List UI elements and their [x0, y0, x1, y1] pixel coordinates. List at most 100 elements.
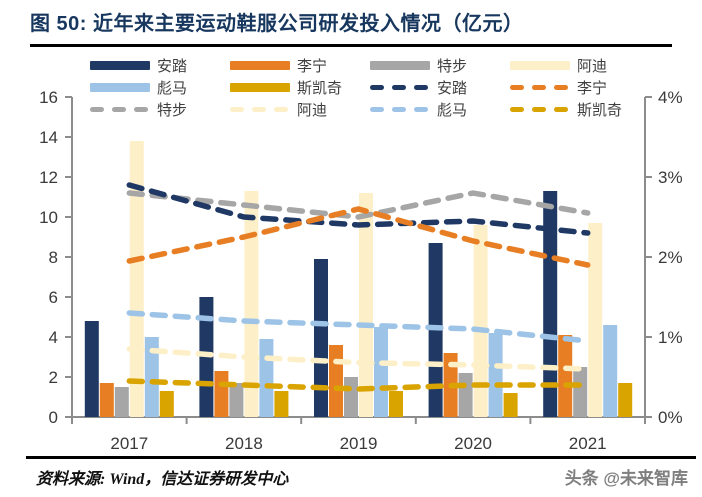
- right-axis-label: 4%: [658, 88, 683, 107]
- legend-dash-swatch-anta-line: [370, 85, 430, 90]
- legend-dash-swatch-adi-line: [230, 107, 290, 112]
- left-axis-label: 16: [39, 88, 58, 107]
- legend-label-anta: 安踏: [157, 58, 188, 75]
- legend-label-puma-line: 彪马: [437, 102, 468, 119]
- right-axis-label: 0%: [658, 408, 683, 427]
- dash-segment: [532, 107, 546, 112]
- bar-anta-2017: [84, 321, 99, 417]
- legend-label-xtep: 特步: [437, 58, 468, 75]
- bar-lining-2021: [558, 335, 573, 417]
- right-axis-label: 3%: [658, 168, 683, 187]
- footer-divider: [26, 456, 696, 459]
- legend-item-skechers: 斯凯奇: [230, 79, 362, 97]
- legend-label-adi: 阿迪: [577, 58, 608, 75]
- legend-item-xtep-line: 特步: [90, 101, 222, 119]
- bar-skechers-2017: [159, 391, 174, 417]
- legend-dash-swatch-xtep-line: [90, 107, 150, 112]
- bar-adi-2018: [244, 191, 259, 417]
- bar-puma-2019: [374, 327, 388, 417]
- legend-bar-swatch-xtep: [370, 61, 430, 70]
- watermark: 头条 @未来智库: [564, 469, 688, 488]
- bar-lining-2018: [214, 371, 229, 417]
- left-axis-label: 2: [49, 368, 58, 387]
- legend-bar-swatch-puma: [90, 83, 150, 92]
- x-axis-label-2021: 2021: [569, 434, 607, 453]
- dash-segment: [414, 107, 428, 112]
- dash-segment: [274, 107, 288, 112]
- bar-xtep-2021: [573, 367, 588, 417]
- bar-xtep-2018: [229, 383, 244, 417]
- left-axis-label: 14: [39, 128, 58, 147]
- left-axis-label: 6: [49, 288, 58, 307]
- legend-bar-swatch-adi: [510, 61, 570, 70]
- bar-puma-2017: [144, 337, 159, 417]
- bar-skechers-2020: [503, 393, 518, 417]
- legend-item-skechers-line: 斯凯奇: [510, 101, 642, 119]
- legend-item-puma-line: 彪马: [370, 101, 502, 119]
- legend-item-anta: 安踏: [90, 57, 222, 75]
- figure-title: 图 50: 近年来主要运动鞋服公司研发投入情况（亿元）: [30, 13, 524, 35]
- bar-skechers-2018: [274, 391, 289, 417]
- bar-skechers-2021: [618, 383, 633, 417]
- bar-puma-2020: [488, 333, 503, 417]
- bar-anta-2019: [314, 259, 328, 417]
- legend-dash-swatch-skechers-line: [510, 107, 570, 112]
- line-adi-line: [126, 346, 591, 372]
- legend-bar-swatch-anta: [90, 61, 150, 70]
- source-note: 资料来源: Wind，信达证券研发中心: [36, 471, 289, 488]
- chart-legend: 安踏 李宁 特步 阿迪 彪马 斯凯奇 安踏 李宁 特步 阿迪 彪马 斯凯奇: [90, 57, 642, 119]
- legend-label-skechers-line: 斯凯奇: [577, 102, 623, 119]
- dash-segment: [252, 107, 266, 112]
- legend-label-adi-line: 阿迪: [297, 102, 328, 119]
- legend-item-puma: 彪马: [90, 79, 222, 97]
- dash-segment: [90, 107, 104, 112]
- legend-item-adi: 阿迪: [510, 57, 642, 75]
- x-axis-label-2017: 2017: [110, 434, 148, 453]
- legend-bar-swatch-skechers: [230, 83, 290, 92]
- dash-segment: [370, 107, 384, 112]
- bar-puma-2018: [259, 339, 274, 417]
- legend-item-xtep: 特步: [370, 57, 502, 75]
- dash-segment: [554, 85, 568, 90]
- left-axis-label: 0: [49, 408, 58, 427]
- legend-dash-swatch-lining-line: [510, 85, 570, 90]
- left-axis-label: 12: [39, 168, 58, 187]
- legend-item-anta-line: 安踏: [370, 79, 502, 97]
- legend-label-puma: 彪马: [157, 80, 188, 97]
- combo-chart: 0 2 4 6 8 10 12 14 16 0% 1% 2% 3% 4% 2017 2018 2019 2020 2…: [39, 88, 683, 453]
- legend-label-xtep-line: 特步: [157, 102, 188, 119]
- dash-segment: [510, 85, 524, 90]
- bar-adi-2020: [473, 225, 488, 417]
- x-axis-label-2019: 2019: [340, 434, 378, 453]
- left-axis-label: 10: [39, 208, 58, 227]
- bar-xtep-2019: [344, 377, 358, 417]
- line-skechers-line: [126, 378, 591, 392]
- dash-segment: [370, 85, 384, 90]
- legend-label-lining: 李宁: [297, 58, 328, 75]
- bar-lining-2017: [99, 383, 114, 417]
- dash-segment: [230, 107, 244, 112]
- bar-puma-2021: [603, 325, 618, 417]
- left-axis-label: 8: [49, 248, 58, 267]
- line-anta-line: [126, 182, 591, 236]
- right-axis-label: 1%: [658, 328, 683, 347]
- dash-segment: [532, 85, 546, 90]
- bar-skechers-2019: [389, 391, 403, 417]
- dash-segment: [392, 85, 406, 90]
- dash-segment: [134, 107, 148, 112]
- bar-xtep-2020: [458, 373, 473, 417]
- legend-item-lining: 李宁: [230, 57, 362, 75]
- dash-segment: [414, 85, 428, 90]
- x-axis-label-2018: 2018: [225, 434, 263, 453]
- dash-segment: [554, 107, 568, 112]
- right-axis-label: 2%: [658, 248, 683, 267]
- legend-item-lining-line: 李宁: [510, 79, 642, 97]
- legend-dash-swatch-puma-line: [370, 107, 430, 112]
- title-divider: [30, 44, 672, 47]
- line-xtep-line: [126, 190, 591, 220]
- bar-adi-2021: [588, 223, 603, 417]
- line-lining-line: [126, 206, 591, 268]
- legend-label-lining-line: 李宁: [577, 80, 608, 97]
- x-axis-label-2020: 2020: [454, 434, 492, 453]
- legend-bar-swatch-lining: [230, 61, 290, 70]
